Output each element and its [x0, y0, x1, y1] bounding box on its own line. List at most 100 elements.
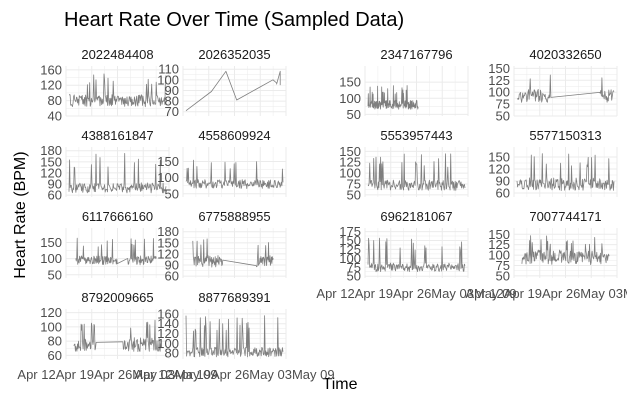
y-tick-label: 160 — [157, 306, 179, 321]
y-tick-label: 90 — [165, 258, 179, 273]
y-tick-label: 50 — [496, 268, 510, 283]
x-tick-labels: Apr 12Apr 19Apr 26May 03May 09 — [134, 367, 334, 382]
facet-panels: 4080120160202248440870809010011020263520… — [17, 47, 627, 382]
y-tick-label: 100 — [40, 319, 62, 334]
y-tick-label: 80 — [165, 94, 179, 109]
y-tick-label: 150 — [488, 150, 510, 165]
panel-title: 6775888955 — [198, 209, 270, 224]
y-tick-label: 60 — [496, 186, 510, 201]
y-tick-label: 90 — [165, 83, 179, 98]
y-tick-label: 150 — [40, 154, 62, 169]
series-line — [516, 74, 615, 103]
y-tick-label: 50 — [347, 187, 361, 202]
y-tick-label: 90 — [496, 174, 510, 189]
y-tick-label: 150 — [40, 235, 62, 250]
series-line — [192, 238, 274, 268]
y-tick-label: 50 — [347, 269, 361, 284]
y-tick-label: 150 — [488, 61, 510, 76]
x-axis-title: Time — [323, 376, 358, 393]
y-tick-label: 100 — [157, 170, 179, 185]
panel-title: 2022484408 — [81, 47, 153, 62]
y-tick-label: 80 — [165, 346, 179, 361]
y-tick-label: 100 — [157, 72, 179, 87]
panel-title: 6962181067 — [380, 209, 452, 224]
panel-title: 2026352035 — [198, 47, 270, 62]
y-tick-label: 120 — [40, 78, 62, 93]
panel-title: 4020332650 — [529, 47, 601, 62]
series-line — [75, 237, 157, 266]
chart-title: Heart Rate Over Time (Sampled Data) — [64, 9, 404, 31]
series-line — [367, 237, 466, 273]
y-tick-label: 75 — [347, 260, 361, 275]
series-line — [73, 319, 162, 352]
y-tick-label: 120 — [488, 162, 510, 177]
series-line — [185, 159, 284, 189]
y-tick-label: 120 — [157, 326, 179, 341]
panel-title: 7007744171 — [529, 209, 601, 224]
panel-title: 8877689391 — [198, 290, 270, 305]
y-tick-label: 50 — [347, 107, 361, 122]
y-tick-label: 60 — [48, 348, 62, 363]
panel-title: 8792009665 — [81, 290, 153, 305]
panel-title: 4388161847 — [81, 128, 153, 143]
y-tick-label: 150 — [488, 227, 510, 242]
series-line — [68, 153, 167, 194]
y-tick-label: 50 — [496, 109, 510, 124]
y-tick-label: 120 — [157, 246, 179, 261]
y-tick-label: 50 — [165, 186, 179, 201]
y-tick-label: 80 — [48, 93, 62, 108]
y-tick-label: 160 — [40, 62, 62, 77]
y-tick-label: 150 — [157, 154, 179, 169]
y-tick-label: 100 — [488, 248, 510, 263]
y-tick-label: 150 — [339, 233, 361, 248]
y-tick-label: 125 — [488, 237, 510, 252]
x-tick-labels: Apr 12Apr 19Apr 26May 03May 09 — [17, 367, 217, 382]
y-tick-label: 125 — [339, 242, 361, 257]
series-line — [185, 70, 281, 112]
y-tick-label: 175 — [339, 224, 361, 239]
y-tick-label: 90 — [48, 177, 62, 192]
y-tick-label: 125 — [488, 73, 510, 88]
y-tick-label: 75 — [347, 176, 361, 191]
panel-title: 5553957443 — [380, 128, 452, 143]
y-tick-label: 100 — [157, 336, 179, 351]
panel-title: 5577150313 — [529, 128, 601, 143]
y-tick-label: 100 — [339, 251, 361, 266]
y-tick-label: 40 — [48, 109, 62, 124]
y-tick-label: 100 — [488, 85, 510, 100]
series-line — [516, 153, 615, 191]
y-axis-title: Heart Rate (BPM) — [12, 151, 29, 278]
y-tick-label: 60 — [165, 269, 179, 284]
series-line — [521, 235, 610, 265]
series-line — [367, 85, 419, 110]
y-tick-label: 120 — [40, 305, 62, 320]
panel-title: 6117666160 — [82, 209, 153, 224]
y-tick-label: 80 — [48, 334, 62, 349]
y-tick-label: 150 — [339, 75, 361, 90]
series-line — [185, 315, 284, 358]
y-tick-label: 60 — [48, 188, 62, 203]
x-tick-labels: Apr 12Apr 19Apr 26May 03May 09 — [316, 286, 516, 301]
panel-title: 4558609924 — [198, 128, 270, 143]
y-tick-label: 75 — [496, 97, 510, 112]
y-tick-label: 150 — [157, 235, 179, 250]
panel-title: 2347167796 — [380, 47, 452, 62]
y-tick-label: 100 — [40, 251, 62, 266]
y-tick-label: 180 — [40, 143, 62, 158]
y-tick-label: 110 — [158, 62, 179, 77]
